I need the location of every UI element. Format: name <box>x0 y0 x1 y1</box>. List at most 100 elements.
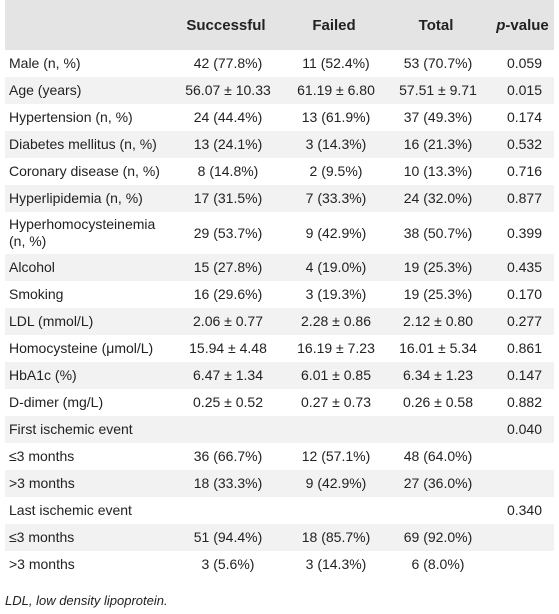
cell-successful: 51 (94.4%) <box>193 529 263 545</box>
cell-p-value <box>491 524 554 551</box>
cell-successful: 17 (31.5%) <box>193 190 263 206</box>
cell-variable: Hyperlipidemia (n, %) <box>9 190 143 206</box>
header-p-rest: -value <box>505 16 549 34</box>
cell-total: 69 (92.0%) <box>403 529 473 545</box>
cell-total: 6.34 ± 1.23 <box>403 367 473 383</box>
table-row: LDL (mmol/L) 2.06 ± 0.77 2.28 ± 0.86 2.12 ±… <box>5 308 554 335</box>
cell-failed: 16.19 ± 7.23 <box>297 340 375 356</box>
cell-successful: 56.07 ± 10.33 <box>185 82 271 98</box>
header-failed: Failed <box>312 16 356 34</box>
cell-p-value: 0.399 <box>506 224 543 241</box>
cell-total: 10 (13.3%) <box>403 163 473 179</box>
cell-failed: 2.28 ± 0.86 <box>301 313 371 329</box>
table-row: Hyperhomocysteinemia (n, %) 29 (53.7%) 9 (… <box>5 212 554 254</box>
cell-failed: 18 (85.7%) <box>301 529 371 545</box>
cell-total: 19 (25.3%) <box>403 259 473 275</box>
cell-variable: ≤3 months <box>9 529 75 545</box>
cell-variable: HbA1c (%) <box>9 367 77 383</box>
table-row: Smoking 16 (29.6%) 3 (19.3%) 19 (25.3%) 0.17… <box>5 281 554 308</box>
cell-p-value <box>491 551 554 578</box>
cell-failed <box>287 416 381 443</box>
cell-variable: Diabetes mellitus (n, %) <box>9 136 157 152</box>
cell-failed: 12 (57.1%) <box>301 448 371 464</box>
cell-p-value: 0.040 <box>506 421 543 437</box>
cell-successful: 16 (29.6%) <box>193 286 263 302</box>
cell-successful: 13 (24.1%) <box>193 136 263 152</box>
cell-p-value: 0.170 <box>506 286 543 302</box>
cell-p-value <box>491 443 554 470</box>
cell-failed: 9 (42.9%) <box>305 475 367 491</box>
header-p-value: p-value <box>491 0 554 50</box>
header-row: Successful Failed Total p-value <box>5 0 554 50</box>
cell-variable: LDL (mmol/L) <box>9 313 94 329</box>
cell-total: 57.51 ± 9.71 <box>399 82 477 98</box>
cell-p-value: 0.877 <box>506 190 543 206</box>
table-row: First ischemic event 0.040 <box>5 416 554 443</box>
cell-p-value: 0.015 <box>506 82 543 98</box>
cell-failed: 9 (42.9%) <box>305 224 367 241</box>
table-row: Age (years) 56.07 ± 10.33 61.19 ± 6.80 57.5… <box>5 77 554 104</box>
cell-p-value: 0.059 <box>506 55 543 71</box>
cell-successful: 15 (27.8%) <box>193 259 263 275</box>
cell-variable: Homocysteine (μmol/L) <box>9 340 154 356</box>
cell-successful <box>165 416 287 443</box>
cell-total: 27 (36.0%) <box>403 475 473 491</box>
table-row: HbA1c (%) 6.47 ± 1.34 6.01 ± 0.85 6.34 ± 1.… <box>5 362 554 389</box>
cell-successful <box>165 497 287 524</box>
cell-failed: 6.01 ± 0.85 <box>301 367 371 383</box>
table-row: Alcohol 15 (27.8%) 4 (19.0%) 19 (25.3%) 0.43… <box>5 254 554 281</box>
cell-total: 38 (50.7%) <box>403 224 473 241</box>
table-row: >3 months 18 (33.3%) 9 (42.9%) 27 (36.0%) <box>5 470 554 497</box>
cell-successful: 29 (53.7%) <box>193 224 263 241</box>
cell-p-value: 0.174 <box>506 109 543 125</box>
cell-failed: 2 (9.5%) <box>309 163 363 179</box>
cell-failed: 3 (14.3%) <box>305 556 367 572</box>
cell-p-value: 0.147 <box>506 367 543 383</box>
cell-successful: 6.47 ± 1.34 <box>193 367 263 383</box>
cell-total: 53 (70.7%) <box>403 55 473 71</box>
cell-p-value <box>491 470 554 497</box>
cell-failed: 61.19 ± 6.80 <box>297 82 375 98</box>
cell-p-value: 0.532 <box>506 136 543 152</box>
cell-p-value: 0.435 <box>506 259 543 275</box>
table-footnote: LDL, low density lipoprotein. <box>5 593 168 608</box>
cell-successful: 24 (44.4%) <box>193 109 263 125</box>
cell-successful: 8 (14.8%) <box>197 163 259 179</box>
cell-total: 37 (49.3%) <box>403 109 473 125</box>
cell-variable: Hypertension (n, %) <box>9 109 133 125</box>
header-variable <box>5 0 165 50</box>
cell-failed: 3 (14.3%) <box>305 136 367 152</box>
cell-p-value: 0.882 <box>506 394 543 410</box>
table-row: D-dimer (mg/L) 0.25 ± 0.52 0.27 ± 0.73 0.26… <box>5 389 554 416</box>
cell-total: 16 (21.3%) <box>403 136 473 152</box>
cell-failed: 4 (19.0%) <box>305 259 367 275</box>
cell-variable: Coronary disease (n, %) <box>9 163 160 179</box>
table-row: >3 months 3 (5.6%) 3 (14.3%) 6 (8.0%) <box>5 551 554 578</box>
baseline-characteristics-table: Successful Failed Total p-value Male (n,… <box>5 0 554 578</box>
cell-failed: 7 (33.3%) <box>305 190 367 206</box>
cell-total: 6 (8.0%) <box>411 556 465 572</box>
cell-failed: 3 (19.3%) <box>305 286 367 302</box>
table-row: ≤3 months 36 (66.7%) 12 (57.1%) 48 (64.0%) <box>5 443 554 470</box>
cell-variable: Alcohol <box>9 259 55 275</box>
table-row: Hyperlipidemia (n, %) 17 (31.5%) 7 (33.3%)… <box>5 185 554 212</box>
table-row: Homocysteine (μmol/L) 15.94 ± 4.48 16.19 ±… <box>5 335 554 362</box>
cell-variable: ≤3 months <box>9 448 75 464</box>
cell-successful: 2.06 ± 0.77 <box>193 313 263 329</box>
cell-p-value: 0.861 <box>506 340 543 356</box>
header-total: Total <box>418 16 454 34</box>
table-row: Hypertension (n, %) 24 (44.4%) 13 (61.9%) 3… <box>5 104 554 131</box>
cell-total: 16.01 ± 5.34 <box>399 340 477 356</box>
table-row: ≤3 months 51 (94.4%) 18 (85.7%) 69 (92.0%) <box>5 524 554 551</box>
cell-variable: Last ischemic event <box>9 502 132 518</box>
table-row: Last ischemic event 0.340 <box>5 497 554 524</box>
cell-successful: 15.94 ± 4.48 <box>189 340 267 356</box>
table-row: Male (n, %) 42 (77.8%) 11 (52.4%) 53 (70.7%… <box>5 50 554 77</box>
table-row: Coronary disease (n, %) 8 (14.8%) 2 (9.5%)… <box>5 158 554 185</box>
table-row: Diabetes mellitus (n, %) 13 (24.1%) 3 (14.… <box>5 131 554 158</box>
cell-successful: 0.25 ± 0.52 <box>193 394 263 410</box>
cell-total: 2.12 ± 0.80 <box>403 313 473 329</box>
cell-failed: 0.27 ± 0.73 <box>301 394 371 410</box>
cell-variable: Age (years) <box>9 82 82 98</box>
